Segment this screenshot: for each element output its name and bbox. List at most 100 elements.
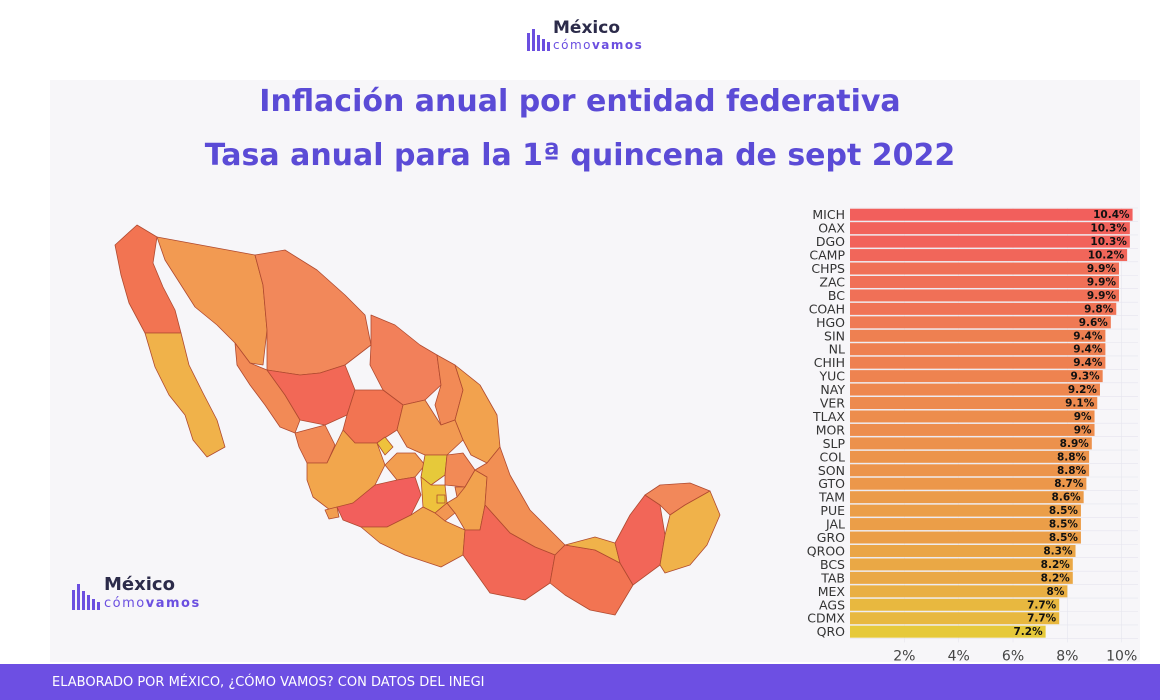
bar-oax	[850, 222, 1130, 235]
category-labels: MICHOAXDGOCAMPCHPSZACBCCOAHHGOSINNLCHIHY…	[807, 207, 846, 639]
state-nay	[294, 424, 336, 464]
category-label-nl: NL	[829, 342, 845, 357]
bar-bcs	[850, 558, 1073, 571]
category-label-pue: PUE	[820, 503, 845, 518]
value-labels: 10.4%10.3%10.3%10.2%9.9%9.9%9.9%9.8%9.6%…	[1013, 209, 1130, 638]
chart-subtitle: Tasa anual para la 1ª quincena de sept 2…	[204, 138, 956, 173]
category-label-bcs: BCS	[820, 557, 845, 572]
category-label-tlax: TLAX	[812, 409, 845, 424]
value-label-gto: 8.7%	[1054, 478, 1084, 490]
bar-camp	[850, 249, 1128, 262]
bar-ags	[850, 598, 1060, 611]
state-mich	[336, 476, 422, 528]
category-label-coah: COAH	[809, 301, 845, 316]
category-label-ver: VER	[820, 396, 845, 411]
bar-yuc	[850, 370, 1103, 383]
bar-chart: MICHOAXDGOCAMPCHPSZACBCCOAHHGOSINNLCHIHY…	[807, 207, 1138, 664]
chart-title: Inflación anual por entidad federativa	[259, 84, 901, 119]
category-label-ags: AGS	[819, 597, 845, 612]
category-label-tab: TAB	[820, 570, 845, 585]
value-label-gro: 8.5%	[1049, 532, 1079, 544]
value-label-qro: 7.2%	[1013, 626, 1043, 638]
value-label-dgo: 10.3%	[1090, 236, 1127, 248]
state-ags	[376, 436, 394, 456]
bar-slp	[850, 437, 1092, 450]
value-label-chps: 9.9%	[1087, 263, 1117, 275]
value-label-son: 8.8%	[1057, 465, 1087, 477]
value-label-camp: 10.2%	[1088, 250, 1125, 262]
value-label-pue: 8.5%	[1049, 505, 1079, 517]
category-label-gro: GRO	[817, 530, 845, 545]
category-label-cdmx: CDMX	[807, 611, 845, 626]
category-label-qro: QRO	[817, 624, 846, 639]
bar-col	[850, 450, 1090, 463]
bars	[850, 208, 1133, 638]
state-qroo	[659, 490, 721, 574]
value-label-bcs: 8.2%	[1041, 559, 1071, 571]
bar-coah	[850, 302, 1117, 315]
footer-credit: ELABORADO POR MÉXICO, ¿CÓMO VAMOS? CON D…	[52, 675, 485, 690]
value-label-tab: 8.2%	[1041, 572, 1071, 584]
map-logo-word-vamos: vamos	[145, 596, 201, 611]
value-label-jal: 8.5%	[1049, 519, 1079, 531]
map-logo: México cómovamos	[72, 576, 201, 610]
category-label-mex: MEX	[818, 584, 846, 599]
category-label-hgo: HGO	[816, 315, 845, 330]
map-logo-bars-icon	[72, 584, 100, 610]
category-label-col: COL	[819, 449, 845, 464]
category-label-zac: ZAC	[819, 274, 845, 289]
category-label-mich: MICH	[812, 207, 845, 222]
map-logo-word-mexico: México	[104, 574, 175, 595]
category-label-slp: SLP	[823, 436, 846, 451]
footer-bar: ELABORADO POR MÉXICO, ¿CÓMO VAMOS? CON D…	[0, 664, 1160, 700]
category-label-mor: MOR	[816, 422, 846, 437]
category-label-camp: CAMP	[809, 248, 845, 263]
value-label-mor: 9%	[1074, 424, 1092, 436]
bar-chih	[850, 356, 1106, 369]
state-col	[324, 506, 340, 520]
value-label-col: 8.8%	[1057, 451, 1087, 463]
category-label-yuc: YUC	[818, 369, 845, 384]
category-label-tam: TAM	[818, 490, 845, 505]
value-label-slp: 8.9%	[1060, 438, 1090, 450]
value-label-mex: 8%	[1047, 586, 1065, 598]
value-label-oax: 10.3%	[1090, 223, 1127, 235]
state-gto	[384, 452, 426, 481]
value-label-chih: 9.4%	[1073, 357, 1103, 369]
x-tick-label: 4%	[948, 648, 970, 664]
state-tam	[454, 364, 501, 464]
logo-word-como: cómo	[553, 38, 592, 52]
logo-word-mexico: México	[553, 18, 620, 38]
value-label-yuc: 9.3%	[1071, 371, 1101, 383]
value-label-nay: 9.2%	[1068, 384, 1098, 396]
value-label-coah: 9.8%	[1084, 303, 1114, 315]
value-label-ver: 9.1%	[1065, 398, 1095, 410]
value-label-ags: 7.7%	[1027, 599, 1057, 611]
bar-ver	[850, 397, 1098, 410]
state-gro	[360, 506, 466, 568]
mexico-inflation-map	[114, 224, 721, 616]
bar-bc	[850, 289, 1119, 302]
value-label-sin: 9.4%	[1073, 330, 1103, 342]
bar-gro	[850, 531, 1081, 544]
category-label-qroo: QROO	[807, 543, 845, 558]
value-label-mich: 10.4%	[1093, 209, 1130, 221]
mexico-como-vamos-logo: México cómovamos	[527, 20, 643, 51]
x-tick-label: 10%	[1106, 648, 1137, 664]
category-label-bc: BC	[828, 288, 845, 303]
value-label-cdmx: 7.7%	[1027, 613, 1057, 625]
state-cdmx	[436, 494, 446, 504]
bar-tlax	[850, 410, 1095, 423]
value-label-hgo: 9.6%	[1079, 317, 1109, 329]
bar-qro	[850, 625, 1046, 638]
bar-sin	[850, 329, 1106, 342]
x-tick-label: 2%	[893, 648, 915, 664]
bar-zac	[850, 275, 1119, 288]
state-jal	[306, 429, 386, 511]
bar-tab	[850, 571, 1073, 584]
state-qro	[420, 454, 448, 486]
bar-nl	[850, 343, 1106, 356]
bar-pue	[850, 504, 1081, 517]
state-chih	[254, 249, 372, 376]
logo-bars-icon	[527, 29, 550, 51]
